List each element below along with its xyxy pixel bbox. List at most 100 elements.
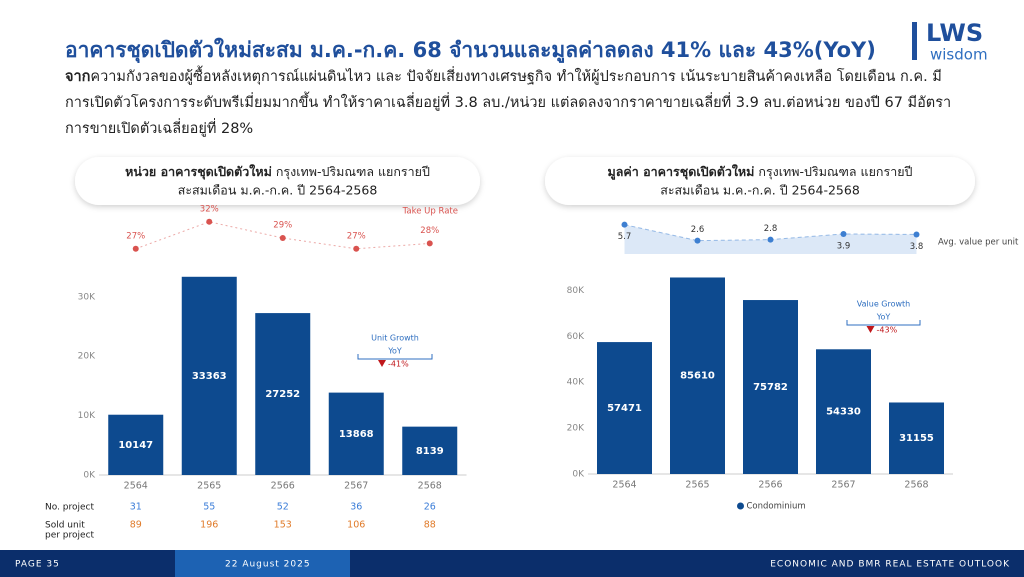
footer-date: 22 August 2025 [225, 560, 311, 570]
x-tick-label: 2564 [124, 481, 148, 492]
row-value: 153 [274, 520, 292, 531]
point-label: 2.8 [764, 224, 778, 234]
row-value: 88 [424, 520, 436, 531]
bar [816, 349, 871, 474]
y-tick-label: 60K [567, 332, 585, 342]
line-point [913, 231, 920, 238]
bar [670, 277, 725, 474]
point-label: 3.8 [910, 242, 924, 252]
chart-title-bold: หน่วย อาคารชุดเปิดตัวใหม่ [125, 164, 272, 180]
line-point [694, 237, 701, 244]
row-value: 36 [350, 502, 362, 513]
bar [328, 392, 384, 475]
y-tick-label: 30K [78, 292, 96, 302]
logo-bar [912, 22, 917, 60]
line-point [621, 221, 628, 228]
chart-subtitle: สะสมเดือน ม.ค.-ก.ค. ปี 2564-2568 [660, 183, 860, 198]
bar [597, 342, 652, 474]
growth-bracket [846, 320, 921, 326]
line-point [767, 236, 774, 243]
growth-period: YoY [387, 347, 402, 356]
chart-title-bold: มูลค่า อาคารชุดเปิดตัวใหม่ [608, 164, 755, 180]
footer-bar [0, 550, 1024, 577]
row-label: per project [45, 531, 95, 541]
point-label: 32% [200, 204, 219, 214]
line-area [624, 224, 917, 254]
growth-title: Unit Growth [371, 334, 419, 343]
line-point [206, 218, 213, 225]
row-value: 52 [277, 502, 289, 513]
bar-label: 10147 [118, 440, 153, 451]
logo-sub: wisdom [930, 46, 988, 64]
line-point [279, 235, 286, 241]
growth-change: -41% [388, 360, 409, 369]
row-value: 196 [200, 520, 218, 531]
y-tick-label: 20K [78, 352, 96, 362]
growth-arrow [378, 360, 386, 367]
bar [743, 300, 798, 474]
legend-swatch [737, 502, 744, 510]
footer-date-bg [175, 550, 350, 577]
bar-label: 31155 [899, 433, 934, 444]
row-value: 106 [347, 520, 365, 531]
row-value: 31 [130, 502, 142, 513]
y-tick-label: 0K [572, 470, 585, 480]
bar-label: 13868 [339, 429, 374, 440]
bar-label: 54330 [826, 407, 861, 418]
row-value: 89 [130, 520, 142, 531]
row-label: No. project [45, 503, 95, 513]
chart-title-panel [75, 157, 480, 205]
row-label: Sold unit [45, 521, 85, 531]
y-tick-label: 10K [78, 411, 96, 421]
bar [889, 402, 944, 474]
chart-title-rest: กรุงเทพ-ปริมณฑล แยกรายปี [754, 164, 912, 180]
point-label: 2.6 [691, 225, 705, 235]
growth-arrow [866, 326, 875, 333]
chart-title-rest: กรุงเทพ-ปริมณฑล แยกรายปี [272, 164, 430, 180]
growth-bracket [357, 354, 433, 360]
x-tick-label: 2565 [685, 480, 709, 491]
x-tick-label: 2566 [271, 481, 295, 492]
line-point [840, 230, 847, 237]
line-name: Avg. value per unit [938, 238, 1019, 248]
y-tick-label: 20K [567, 424, 585, 434]
line-point [426, 240, 433, 247]
line-point [353, 245, 360, 252]
x-tick-label: 2565 [197, 481, 221, 492]
growth-title: Value Growth [857, 300, 910, 309]
growth-period: YoY [876, 313, 891, 322]
y-tick-label: 40K [567, 378, 585, 388]
bar-label: 85610 [680, 371, 715, 382]
bar [255, 313, 311, 475]
bar-label: 8139 [416, 446, 444, 457]
line-point [132, 245, 139, 252]
point-label: 3.9 [837, 241, 851, 251]
growth-change: -43% [877, 326, 898, 335]
footer-page: PAGE 35 [15, 560, 60, 570]
line-name: Take Up Rate [402, 207, 458, 217]
chart-title-panel [545, 157, 975, 205]
point-label: 27% [126, 231, 145, 241]
bar [108, 414, 164, 475]
bar [402, 426, 458, 475]
slide-title: อาคารชุดเปิดตัวใหม่สะสม ม.ค.-ก.ค. 68 จำน… [65, 38, 876, 62]
bar-label: 33363 [192, 371, 227, 382]
chart-title: มูลค่า อาคารชุดเปิดตัวใหม่ กรุงเทพ-ปริมณ… [608, 164, 913, 180]
bar-label: 27252 [265, 389, 300, 400]
x-tick-label: 2567 [831, 480, 855, 491]
y-tick-label: 80K [567, 286, 585, 296]
legend-label: Condominium [747, 502, 806, 512]
body-lead: จาก [65, 69, 91, 85]
logo-brand: LWS [926, 19, 983, 47]
body-text: ความกังวลของผู้ซื้อหลังเหตุการณ์แผ่นดินไ… [65, 69, 952, 137]
x-tick-label: 2564 [612, 480, 636, 491]
x-tick-label: 2566 [758, 480, 782, 491]
bar-label: 57471 [607, 403, 642, 414]
chart-subtitle: สะสมเดือน ม.ค.-ก.ค. ปี 2564-2568 [178, 183, 378, 198]
y-tick-label: 0K [83, 471, 96, 481]
point-label: 28% [420, 226, 439, 236]
point-label: 29% [273, 221, 292, 231]
x-tick-label: 2568 [904, 480, 928, 491]
